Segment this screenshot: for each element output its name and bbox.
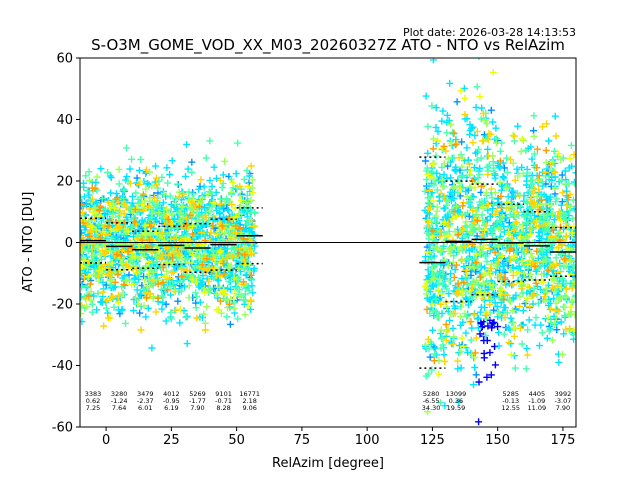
bin-count-11: 4405 (529, 390, 546, 398)
bin-stat-std-7: 34.30 (422, 404, 441, 412)
bin-count-5: 9101 (215, 390, 232, 398)
x-tick-label-0: 0 (102, 433, 110, 448)
x-tick-label-6: 150 (485, 433, 510, 448)
bin-stat-mean-2: -2.37 (137, 397, 154, 405)
x-tick-label-7: 175 (551, 433, 576, 448)
y-tick-label-3: 0 (65, 236, 73, 251)
x-tick-label-2: 50 (228, 433, 245, 448)
bin-stat-std-10: 12.55 (501, 404, 520, 412)
bin-stat-std-1: 7.64 (112, 404, 126, 412)
bin-stat-std-8: 19.59 (447, 404, 466, 412)
bin-stat-mean-5: -0.71 (215, 397, 232, 405)
scatter-markers-6 (80, 110, 576, 365)
bin-stat-mean-1: -1.24 (111, 397, 128, 405)
bin-count-6: 16771 (239, 390, 260, 398)
y-tick-label-6: 60 (56, 52, 73, 67)
plot-date: Plot date: 2026-03-28 14:13:53 (403, 26, 576, 39)
y-axis-label: ATO - NTO [DU] (21, 192, 36, 293)
x-axis-ticks: 0 25 50 75 100 125 150 175 (102, 427, 575, 448)
bin-count-12: 3992 (555, 390, 572, 398)
bin-stat-mean-11: -1.09 (528, 397, 545, 405)
bin-count-10: 5285 (502, 390, 519, 398)
y-axis-ticks: -60 -40 -20 0 20 40 60 (52, 52, 80, 436)
x-tick-label-1: 25 (163, 433, 180, 448)
x-tick-label-3: 75 (294, 433, 311, 448)
x-axis-label: RelAzim [degree] (272, 456, 384, 471)
bin-stat-std-4: 7.90 (190, 404, 204, 412)
scatter-markers-7 (80, 129, 572, 365)
y-tick-label-1: -40 (52, 359, 73, 374)
bin-count-7: 5280 (423, 390, 440, 398)
bin-stat-std-11: 11.09 (528, 404, 547, 412)
bin-count-2: 3479 (137, 390, 154, 398)
scatter-points (80, 58, 576, 426)
bin-stat-std-0: 7.25 (86, 404, 100, 412)
bin-stat-mean-0: 0.62 (86, 397, 100, 405)
y-tick-label-5: 40 (56, 113, 73, 128)
bin-stat-mean-4: -1.77 (189, 397, 206, 405)
bin-stat-mean-7: -6.55 (423, 397, 440, 405)
bin-count-8: 13099 (446, 390, 467, 398)
bin-count-0: 3383 (85, 390, 102, 398)
bin-stat-std-3: 6.19 (164, 404, 178, 412)
bin-stat-std-6: 9.06 (242, 404, 256, 412)
y-tick-label-2: -20 (52, 298, 73, 313)
bin-stat-mean-3: -0.95 (163, 397, 180, 405)
bin-stat-std-5: 8.28 (216, 404, 230, 412)
bin-count-4: 5269 (189, 390, 206, 398)
bin-stat-mean-8: 0.36 (449, 397, 463, 405)
y-tick-label-4: 20 (56, 175, 73, 190)
bin-stat-std-12: 7.90 (556, 404, 570, 412)
x-tick-label-4: 100 (355, 433, 380, 448)
x-tick-label-5: 125 (420, 433, 445, 448)
bin-statistics (80, 156, 576, 369)
chart-title: S-O3M_GOME_VOD_XX_M03_20260327Z ATO - NT… (91, 36, 565, 55)
scatter-markers-0 (475, 316, 502, 426)
bin-stat-mean-10: -0.13 (502, 397, 519, 405)
bin-stat-std-2: 6.01 (138, 404, 152, 412)
bin-stat-mean-12: -3.07 (555, 397, 572, 405)
bin-count-1: 3280 (111, 390, 128, 398)
bin-stat-mean-6: 2.18 (242, 397, 256, 405)
bin-count-3: 4012 (163, 390, 180, 398)
y-tick-label-0: -60 (52, 421, 73, 436)
